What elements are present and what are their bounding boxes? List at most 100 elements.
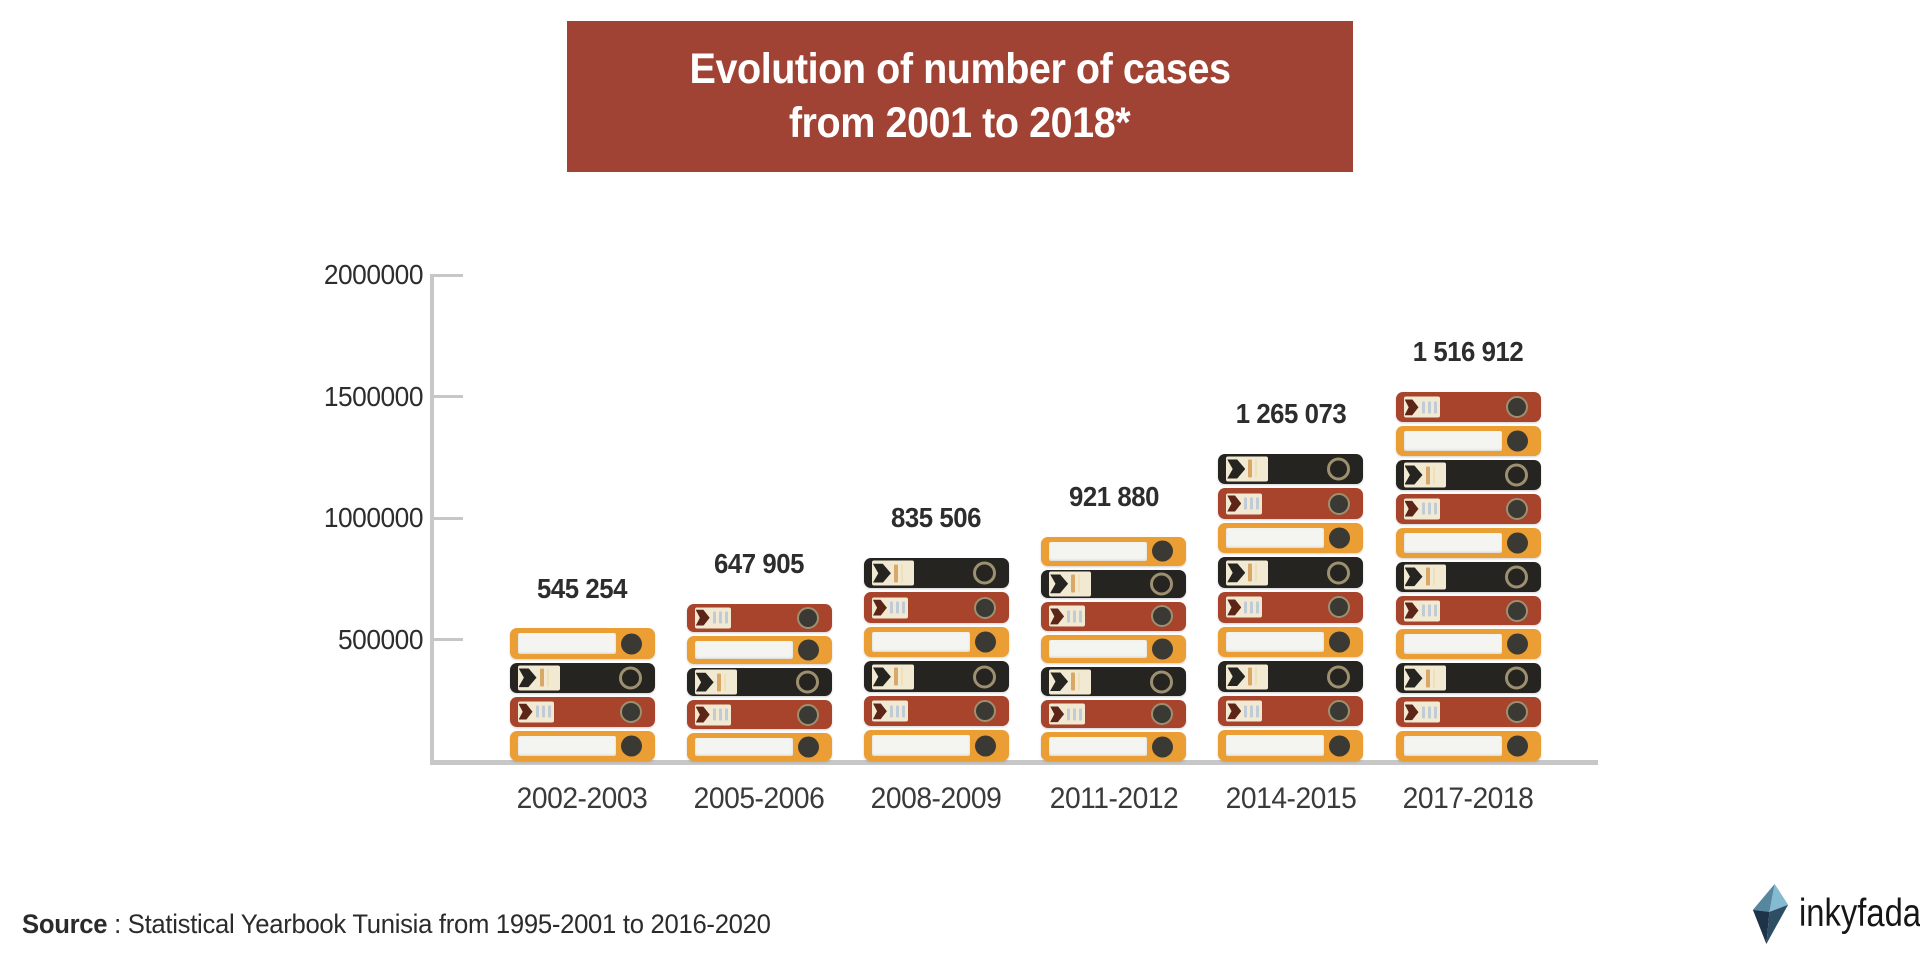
binder-ring-hole-icon: [1329, 735, 1351, 757]
binder-label-strip: [1049, 639, 1148, 659]
value-label: 545 254: [537, 572, 627, 604]
source-note: Source : Statistical Yearbook Tunisia fr…: [22, 909, 771, 940]
bookmark-icon: [1227, 667, 1246, 686]
binder-ring-hole-icon: [1506, 532, 1528, 554]
binder-label-strip: [1226, 527, 1325, 549]
binder-ring-hole-icon: [1505, 701, 1528, 724]
binder-ring-hole-icon: [1151, 605, 1174, 628]
binder-red: [1218, 695, 1364, 727]
value-label: 1 516 912: [1412, 336, 1524, 368]
binder-ring-hole-icon: [1328, 596, 1351, 619]
binder-bookmark-tab: [694, 607, 731, 629]
binder-label-strip: [1226, 735, 1325, 756]
binder-black: [1395, 561, 1541, 592]
x-axis-label: 2008-2009: [871, 782, 1002, 815]
binder-orange: [863, 730, 1009, 761]
binder-bookmark-tab: [871, 664, 914, 690]
binder-orange: [1395, 629, 1541, 660]
binder-red: [1395, 595, 1541, 626]
binder-bookmark-tab: [1049, 605, 1086, 627]
inkyfada-logo-icon: [1752, 884, 1789, 944]
binder-bookmark-tab: [1226, 493, 1263, 515]
binder-ring-hole-icon: [1505, 497, 1528, 520]
binder-ring-hole-icon: [1505, 599, 1528, 622]
binder-orange: [1218, 730, 1364, 761]
x-axis-label: 2017-2018: [1402, 782, 1534, 815]
y-tick-label: 500000: [337, 623, 423, 655]
binder-bookmark-tab: [1403, 665, 1446, 691]
binder-label-strip: [871, 631, 970, 653]
bar-2002-2003: [509, 628, 655, 761]
binder-ring-hole-icon: [1505, 396, 1528, 419]
chart-title-line1: Evolution of number of cases: [689, 45, 1231, 94]
binder-ring-hole-icon: [1504, 463, 1528, 487]
binder-label-strip: [1403, 736, 1502, 756]
bookmark-icon: [695, 706, 710, 723]
binder-red: [1218, 592, 1364, 623]
binder-bookmark-tab: [694, 669, 737, 695]
binder-ring-hole-icon: [1152, 736, 1174, 758]
binder-ring-hole-icon: [797, 639, 819, 661]
y-tick-label: 1000000: [323, 502, 424, 533]
bookmark-icon: [1404, 500, 1419, 517]
chart-title-box: Evolution of number of cases from 2001 t…: [567, 21, 1353, 172]
binder-label-strip: [1049, 737, 1148, 756]
binder-ring-hole-icon: [618, 666, 642, 690]
binder-ring-hole-icon: [1504, 565, 1528, 589]
binder-orange: [1395, 731, 1541, 761]
binder-label-strip: [1403, 532, 1502, 553]
binder-ring-hole-icon: [1329, 527, 1351, 549]
binder-ring-hole-icon: [1151, 703, 1174, 726]
binder-ring-hole-icon: [1327, 457, 1351, 481]
binder-black: [1041, 569, 1187, 599]
binder-ring-hole-icon: [1327, 561, 1351, 585]
binder-ring-hole-icon: [1506, 735, 1528, 757]
bookmark-icon: [1404, 602, 1419, 619]
bookmark-icon: [1404, 465, 1423, 485]
binder-label-strip: [1226, 631, 1325, 653]
value-label: 1 265 073: [1235, 397, 1347, 429]
binder-ring-hole-icon: [1150, 572, 1174, 596]
binder-ring-hole-icon: [620, 633, 642, 655]
bookmark-icon: [1227, 599, 1242, 616]
binder-bookmark-tab: [871, 700, 908, 722]
x-axis-label: 2011-2012: [1049, 782, 1178, 815]
binder-label-strip: [694, 640, 793, 660]
binder-black: [1218, 557, 1364, 589]
binder-bookmark-tab: [1403, 396, 1440, 418]
bookmark-icon: [518, 703, 533, 720]
bookmark-icon: [518, 668, 537, 688]
bookmark-icon: [1227, 459, 1246, 479]
binder-red: [686, 603, 832, 632]
bookmark-icon: [872, 563, 891, 583]
binder-orange: [1395, 426, 1541, 457]
binder-ring-hole-icon: [1152, 638, 1174, 660]
binder-bookmark-tab: [1403, 600, 1440, 622]
binder-ring-hole-icon: [974, 735, 996, 757]
bookmark-icon: [872, 667, 891, 687]
bookmark-icon: [1227, 563, 1246, 583]
binder-black: [1218, 661, 1364, 692]
bookmark-icon: [1227, 495, 1242, 512]
binder-red: [686, 700, 832, 729]
y-tick: [431, 516, 463, 520]
binder-black: [1041, 667, 1187, 696]
y-tick-label: 2000000: [323, 259, 424, 290]
binder-orange: [686, 732, 832, 761]
bookmark-icon: [1227, 703, 1242, 720]
bookmark-icon: [1404, 399, 1419, 416]
bar-2005-2006: [686, 603, 832, 761]
binder-label-strip: [1049, 541, 1148, 561]
binder-bookmark-tab: [1403, 498, 1440, 520]
bar-2011-2012: [1041, 536, 1187, 761]
x-axis-label: 2014-2015: [1225, 782, 1357, 815]
source-text: : Statistical Yearbook Tunisia from 1995…: [107, 909, 771, 939]
binder-orange: [1218, 522, 1364, 554]
binder-ring-hole-icon: [972, 665, 996, 689]
binder-bookmark-tab: [871, 560, 914, 586]
binder-black: [1218, 453, 1364, 485]
y-tick: [431, 638, 463, 641]
binder-ring-hole-icon: [795, 670, 819, 694]
binder-bookmark-tab: [517, 665, 560, 691]
